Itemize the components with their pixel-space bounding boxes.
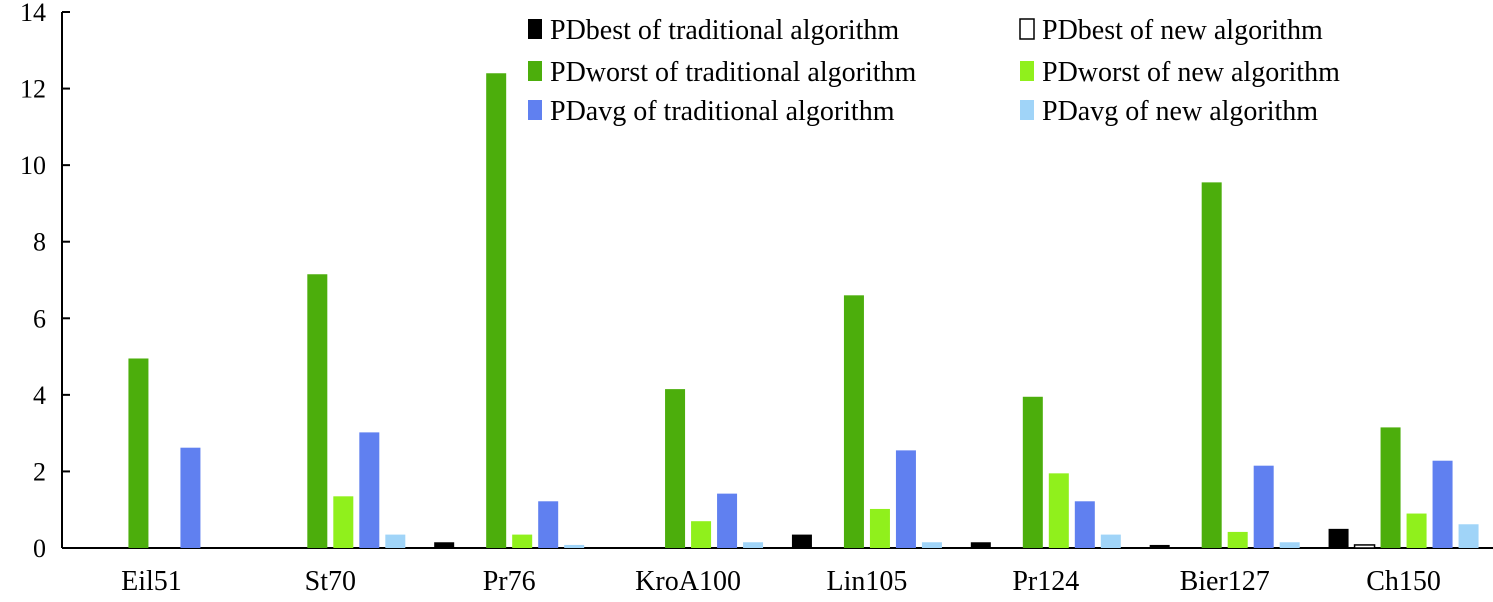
bar xyxy=(434,542,455,548)
bar xyxy=(385,534,406,548)
bar xyxy=(743,542,764,548)
y-tick-label: 0 xyxy=(33,534,46,563)
chart-legend: PDbest of traditional algorithm PDbest of… xyxy=(528,15,1340,127)
y-tick-label: 2 xyxy=(33,457,46,486)
bar xyxy=(1328,528,1349,548)
bar xyxy=(869,508,890,548)
bar xyxy=(359,432,380,548)
bar xyxy=(1458,524,1479,548)
bar xyxy=(1048,473,1069,548)
y-tick-label: 12 xyxy=(20,75,46,104)
legend-label: PDworst of new algorithm xyxy=(1042,57,1340,88)
x-tick-label: Pr76 xyxy=(483,566,536,597)
bar xyxy=(1380,427,1401,548)
bar xyxy=(333,496,354,548)
bar xyxy=(1074,501,1095,548)
y-tick-label: 8 xyxy=(33,228,46,257)
bar xyxy=(1279,542,1300,548)
bar xyxy=(921,542,942,548)
bar xyxy=(180,447,201,548)
chart-bars xyxy=(128,73,1479,549)
chart-axes: 0 2 4 6 8 10 12 14 Eil51 St70 Pr76 KroA100 Lin105 Pr1… xyxy=(20,0,1493,597)
bar xyxy=(512,534,533,548)
bar xyxy=(895,450,916,548)
x-tick-label: Pr124 xyxy=(1012,566,1079,597)
x-tick-label: Bier127 xyxy=(1180,566,1270,597)
legend-label: PDavg of new algorithm xyxy=(1042,96,1318,127)
legend-swatch xyxy=(1020,100,1034,120)
bar xyxy=(665,389,686,548)
bar xyxy=(538,501,559,548)
bar xyxy=(970,542,991,548)
bar xyxy=(128,358,149,548)
bar xyxy=(1022,396,1043,548)
bar xyxy=(307,274,328,548)
bar xyxy=(486,73,507,548)
bar xyxy=(1353,544,1376,549)
y-tick-label: 4 xyxy=(33,381,46,410)
bar xyxy=(691,521,712,548)
legend-label: PDworst of traditional algorithm xyxy=(550,57,917,88)
legend-label: PDbest of new algorithm xyxy=(1042,15,1323,46)
y-tick-label: 14 xyxy=(20,0,46,27)
x-tick-label: St70 xyxy=(305,566,356,597)
bar xyxy=(1432,460,1453,548)
legend-swatch xyxy=(1020,61,1034,81)
bar xyxy=(843,295,864,548)
bar xyxy=(717,493,738,548)
bar xyxy=(1253,465,1274,548)
bar xyxy=(1201,182,1222,548)
y-tick-label: 10 xyxy=(20,151,46,180)
legend-label: PDavg of traditional algorithm xyxy=(550,96,895,127)
legend-swatch xyxy=(528,61,542,81)
legend-swatch xyxy=(528,19,542,39)
y-tick-label: 6 xyxy=(33,304,46,333)
x-tick-label: Ch150 xyxy=(1366,566,1441,597)
legend-label: PDbest of traditional algorithm xyxy=(550,15,899,46)
bar xyxy=(791,534,812,548)
bar xyxy=(1100,534,1121,548)
x-tick-label: Eil51 xyxy=(121,566,182,597)
bar xyxy=(1149,544,1170,548)
legend-swatch xyxy=(1019,18,1035,40)
x-tick-label: KroA100 xyxy=(635,566,741,597)
bar xyxy=(564,544,585,548)
x-tick-label: Lin105 xyxy=(826,566,907,597)
bar xyxy=(1406,513,1427,548)
legend-swatch xyxy=(528,100,542,120)
bar xyxy=(1227,531,1248,548)
